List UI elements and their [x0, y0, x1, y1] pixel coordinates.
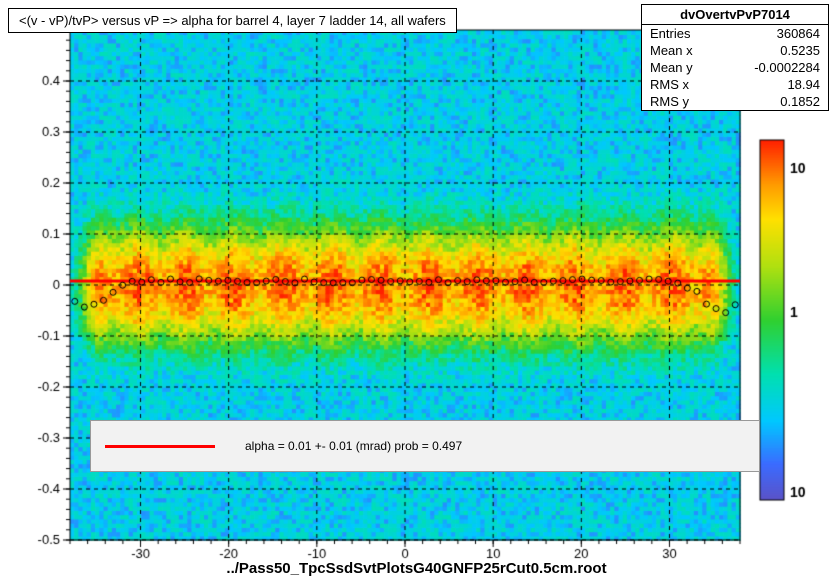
stats-box: dvOvertvPvP7014 Entries360864Mean x0.523…: [641, 4, 829, 111]
legend-text: alpha = 0.01 +- 0.01 (mrad) prob = 0.497: [245, 439, 462, 453]
fit-legend: alpha = 0.01 +- 0.01 (mrad) prob = 0.497: [90, 420, 760, 472]
legend-line-icon: [105, 445, 215, 448]
x-axis-label: ../Pass50_TpcSsdSvtPlotsG40GNFP25rCut0.5…: [0, 560, 833, 577]
stats-name: dvOvertvPvP7014: [642, 5, 828, 25]
stats-row: Entries360864: [642, 25, 828, 42]
stats-row: RMS x18.94: [642, 76, 828, 93]
stats-row: Mean x0.5235: [642, 42, 828, 59]
plot-title: <(v - vP)/tvP> versus vP => alpha for ba…: [8, 8, 457, 33]
stats-row: Mean y-0.0002284: [642, 59, 828, 76]
stats-row: RMS y0.1852: [642, 93, 828, 110]
